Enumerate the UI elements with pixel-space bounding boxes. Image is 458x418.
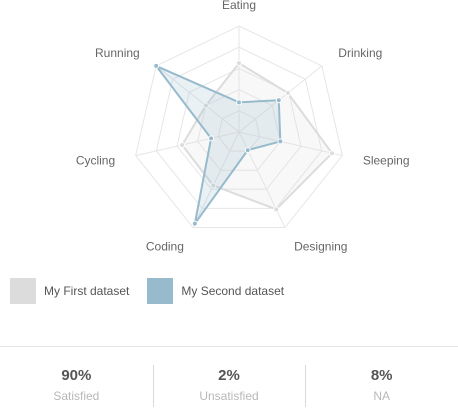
- series-point-1: [285, 91, 290, 96]
- series-point-2: [245, 148, 250, 153]
- legend-item-second-dataset[interactable]: My Second dataset: [147, 278, 284, 304]
- axis-label-designing: Designing: [294, 239, 347, 253]
- series-point-2: [237, 100, 242, 105]
- stat-label: NA: [305, 387, 458, 405]
- axis-label-sleeping: Sleeping: [363, 153, 410, 167]
- stat-value: 90%: [0, 365, 153, 387]
- series-point-1: [330, 151, 335, 156]
- series-point-2: [278, 139, 283, 144]
- divider: [0, 346, 458, 347]
- series-point-2: [192, 221, 197, 226]
- legend-label-first: My First dataset: [44, 284, 129, 298]
- stat-satisfied: 90% Satisfied: [0, 365, 153, 407]
- series-point-2: [154, 63, 159, 68]
- stat-value: 8%: [305, 365, 458, 387]
- axis-label-coding: Coding: [146, 239, 184, 253]
- legend-swatch-second: [147, 278, 173, 304]
- axis-label-eating: Eating: [222, 0, 256, 12]
- series-point-2: [276, 98, 281, 103]
- legend-label-second: My Second dataset: [181, 284, 284, 298]
- series-point-1: [274, 207, 279, 212]
- radar-series: [154, 61, 335, 227]
- legend: My First dataset My Second dataset: [10, 278, 302, 304]
- stat-na: 8% NA: [305, 365, 458, 407]
- stat-value: 2%: [153, 365, 306, 387]
- axis-label-cycling: Cycling: [76, 153, 115, 167]
- stat-label: Satisfied: [0, 387, 153, 405]
- legend-swatch-first: [10, 278, 36, 304]
- axis-label-drinking: Drinking: [338, 46, 382, 60]
- stat-label: Unsatisfied: [153, 387, 306, 405]
- series-point-2: [209, 136, 214, 141]
- series-point-1: [237, 61, 242, 66]
- radar-chart: Eating Drinking Sleeping Designing Coding Cyc…: [0, 0, 458, 262]
- series-point-1: [180, 142, 185, 147]
- legend-item-first-dataset[interactable]: My First dataset: [10, 278, 129, 304]
- stat-unsatisfied: 2% Unsatisfied: [153, 365, 306, 407]
- stats-row: 90% Satisfied 2% Unsatisfied 8% NA: [0, 365, 458, 407]
- axis-label-running: Running: [95, 46, 140, 60]
